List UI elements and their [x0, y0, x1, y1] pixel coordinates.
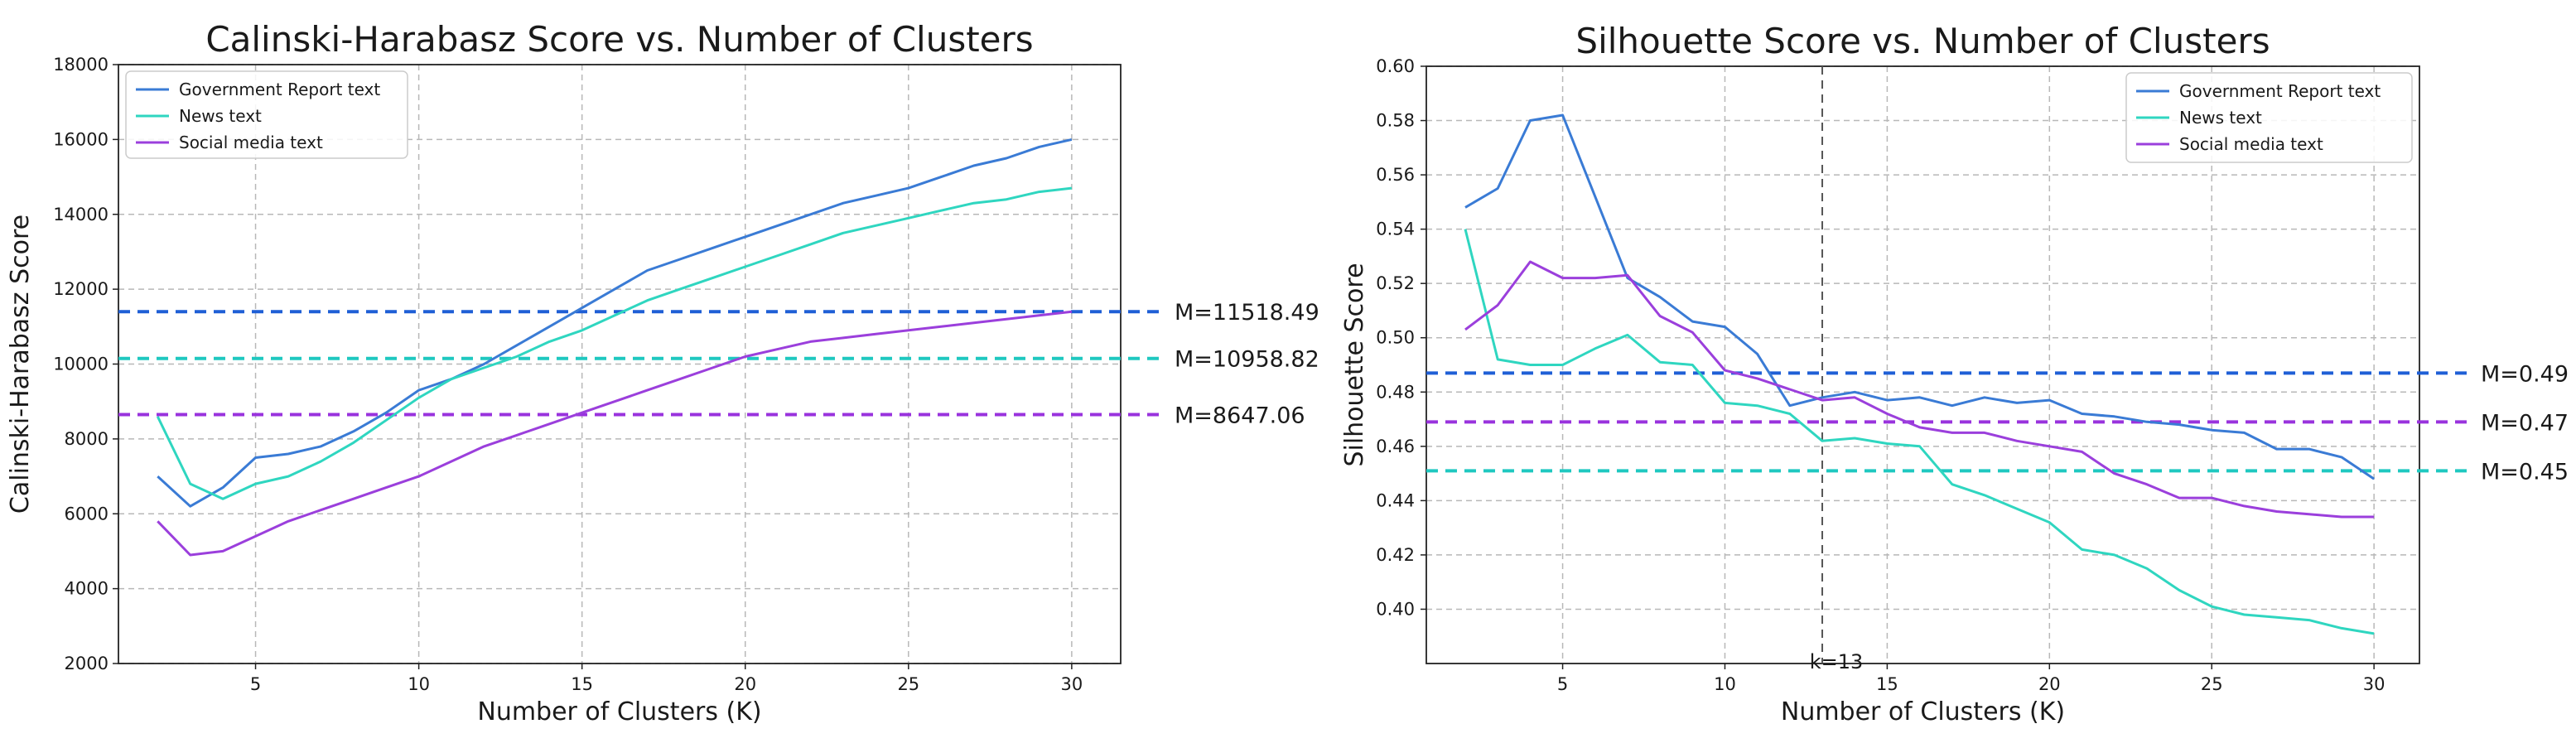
y-tick-label: 16000: [53, 129, 109, 149]
y-tick-label: 18000: [53, 55, 109, 75]
legend-box: [2125, 72, 2413, 163]
y-tick-label: 10000: [53, 355, 109, 374]
y-tick-label: 0.60: [1376, 56, 1415, 76]
y-tick-label: 0.50: [1376, 328, 1415, 348]
series-line: [1464, 229, 2375, 635]
y-tick-label: 0.48: [1376, 382, 1415, 402]
y-tick-label: 0.40: [1376, 599, 1415, 619]
x-tick-label: 15: [571, 674, 593, 694]
y-tick-label: 0.56: [1376, 165, 1415, 185]
mean-label: M=11518.49: [1175, 300, 1319, 326]
y-tick-label: 8000: [65, 429, 109, 449]
plot-frame: [1425, 65, 2420, 664]
legend-entry: News text: [179, 106, 262, 126]
series-line: [156, 186, 1073, 500]
mean-label: M=0.45: [2481, 459, 2569, 485]
y-axis-label: Calinski-Harabasz Score: [6, 215, 35, 514]
x-tick-label: 20: [2038, 674, 2061, 694]
mean-label: M=0.47: [2481, 410, 2569, 436]
mean-label: M=0.49: [2481, 361, 2569, 387]
x-tick-label: 10: [1714, 674, 1736, 694]
mean-label: M=10958.82: [1175, 347, 1319, 373]
legend-entry: News text: [2179, 108, 2262, 128]
k-reference-label: k=13: [1810, 650, 1864, 673]
calinski-harabasz-chart: 5 10 15 20 25 30 2000 4000 6000 8000 10000 12000 140…: [6, 19, 1319, 726]
y-tick-label: 0.52: [1376, 273, 1415, 293]
y-tick-label: 0.54: [1376, 220, 1415, 239]
chart-title: Silhouette Score vs. Number of Clusters: [1575, 21, 2270, 61]
x-tick-label: 25: [897, 674, 919, 694]
legend-entry: Government Report text: [2179, 81, 2381, 101]
y-tick-label: 0.46: [1376, 437, 1415, 456]
silhouette-chart: 5 10 15 20 25 30 0.40 0.42 0.44 0.46 0.48 0.50 0.52 0…: [1340, 21, 2569, 726]
legend-entry: Social media text: [2179, 134, 2323, 154]
x-tick-label: 30: [2363, 674, 2385, 694]
x-tick-label: 15: [1876, 674, 1898, 694]
series-line: [157, 138, 1073, 508]
chart-title: Calinski-Harabasz Score vs. Number of Cl…: [205, 19, 1033, 60]
legend-entry: Government Report text: [179, 80, 380, 99]
y-tick-label: 6000: [65, 504, 109, 524]
series-line: [1464, 113, 2375, 480]
y-tick-label: 0.42: [1376, 545, 1415, 565]
y-tick-label: 14000: [53, 205, 109, 224]
series-line: [1464, 260, 2375, 519]
x-tick-label: 20: [734, 674, 756, 694]
x-axis-label: Number of Clusters (K): [1781, 697, 2065, 726]
x-tick-label: 10: [408, 674, 430, 694]
y-axis-label: Silhouette Score: [1340, 263, 1369, 466]
mean-label: M=8647.06: [1175, 403, 1305, 429]
y-tick-label: 2000: [65, 654, 109, 673]
x-tick-label: 30: [1061, 674, 1083, 694]
series-line: [157, 310, 1073, 557]
legend-box: [125, 70, 408, 159]
x-tick-label: 25: [2201, 674, 2223, 694]
y-tick-label: 0.58: [1376, 111, 1415, 131]
x-tick-label: 5: [1557, 674, 1568, 694]
x-axis-label: Number of Clusters (K): [477, 697, 761, 726]
x-tick-label: 5: [250, 674, 261, 694]
y-tick-label: 12000: [53, 279, 109, 299]
y-tick-label: 0.44: [1376, 490, 1415, 510]
y-tick-label: 4000: [65, 579, 109, 599]
legend-entry: Social media text: [179, 133, 323, 152]
